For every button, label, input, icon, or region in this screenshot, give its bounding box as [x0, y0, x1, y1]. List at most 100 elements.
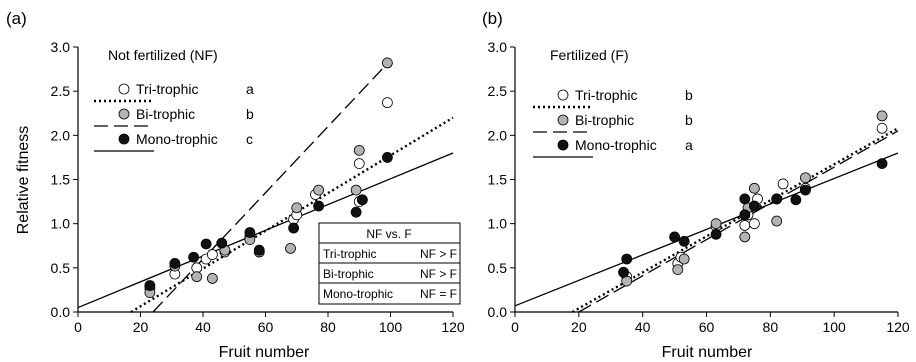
legend-marker: [118, 83, 130, 95]
table-row-value: NF = F: [420, 287, 457, 301]
y-tick-label: 2.5: [51, 83, 71, 99]
table-row-label: Tri-trophic: [323, 247, 377, 261]
data-point: [350, 206, 362, 218]
y-tick-label: 3.0: [51, 39, 71, 55]
data-point: [777, 178, 789, 190]
data-points-a: [144, 57, 393, 298]
data-point: [381, 57, 393, 69]
data-point: [748, 218, 760, 230]
data-point: [678, 253, 690, 265]
legend-letter: b: [685, 87, 693, 103]
fit-line: [152, 59, 391, 313]
legend-b: Tri-trophic b Bi-trophic b Mono-trophic a: [533, 87, 693, 158]
y-tick-label: 3.0: [488, 39, 508, 55]
x-tick-label: 0: [511, 319, 519, 335]
legend-marker: [557, 89, 569, 101]
data-point: [188, 251, 200, 263]
x-tick-label: 60: [258, 319, 274, 335]
table-row-label: Bi-trophic: [323, 267, 374, 281]
x-tick-label: 80: [320, 319, 336, 335]
data-point: [285, 242, 296, 254]
y-tick-label: 0.0: [51, 304, 71, 320]
data-point: [253, 244, 265, 256]
legend-label: Mono-trophic: [575, 137, 657, 153]
data-point: [739, 231, 751, 243]
data-point: [672, 264, 684, 276]
data-point: [669, 231, 680, 243]
x-tick-label: 120: [441, 319, 465, 335]
x-tick-label: 20: [571, 319, 587, 335]
data-point: [876, 110, 888, 122]
data-point: [876, 158, 888, 170]
y-tick-label: 1.5: [488, 172, 508, 188]
tick-labels-b: 0 20 40 60 80 100 120 0.0 0.5 1.0 1.5 2.0 2.5 3.0: [488, 39, 910, 335]
x-axis-label-b: Fruit number: [662, 344, 753, 361]
data-point: [200, 238, 212, 250]
data-point: [356, 194, 368, 206]
data-point: [876, 122, 888, 134]
data-point: [739, 209, 751, 221]
data-point: [621, 253, 633, 265]
table-row-value: NF > F: [420, 267, 457, 281]
x-tick-label: 40: [635, 319, 651, 335]
data-point: [216, 237, 228, 249]
data-point: [244, 227, 256, 238]
chart-title-a: Not fertilized (NF): [108, 47, 218, 63]
legend-label: Bi-trophic: [575, 112, 634, 128]
x-tick-label: 40: [195, 319, 211, 335]
data-point: [313, 184, 325, 196]
table-row-value: NF > F: [420, 247, 457, 261]
x-tick-label: 80: [763, 319, 779, 335]
y-tick-label: 0.0: [488, 304, 508, 320]
x-tick-label: 60: [699, 319, 715, 335]
axes-a: [77, 47, 453, 313]
data-point: [206, 273, 218, 284]
data-point: [191, 271, 203, 283]
fit-line: [77, 152, 454, 309]
data-point: [313, 200, 325, 212]
y-tick-label: 2.5: [488, 83, 508, 99]
x-tick-label: 20: [133, 319, 149, 335]
data-point: [381, 152, 393, 163]
legend-a: Tri-trophic a Bi-trophic b Mono-trophic c: [94, 81, 254, 152]
legend-letter: b: [685, 112, 693, 128]
table-row-label: Mono-trophic: [323, 287, 393, 301]
data-point: [291, 202, 303, 214]
y-tick-label: 1.0: [488, 216, 508, 232]
fit-lines-b: [514, 127, 899, 314]
legend-letter: b: [246, 106, 254, 122]
y-axis-label: Relative fitness: [15, 126, 32, 235]
data-point: [771, 193, 783, 205]
data-point: [748, 200, 760, 212]
legend-label: Mono-trophic: [136, 131, 218, 147]
data-point: [288, 222, 300, 234]
comparison-table: NF vs. F Tri-trophic NF > F Bi-trophic N…: [318, 222, 461, 305]
panel-b: (b) Fruit number Fertilized (F) 0 20 40 60 8…: [482, 9, 910, 361]
data-point: [618, 266, 629, 278]
legend-letter: c: [246, 131, 253, 147]
y-tick-label: 2.0: [488, 127, 508, 143]
x-tick-label: 120: [886, 319, 910, 335]
data-point: [739, 220, 751, 231]
x-axis-label-a: Fruit number: [219, 344, 310, 361]
data-point: [800, 184, 811, 196]
data-point: [353, 144, 365, 156]
data-points-b: [618, 110, 888, 287]
legend-marker: [118, 133, 130, 145]
data-point: [678, 235, 690, 247]
y-tick-label: 1.0: [51, 216, 71, 232]
y-tick-label: 1.5: [51, 172, 71, 188]
legend-letter: a: [685, 137, 693, 153]
legend-marker: [557, 114, 569, 126]
data-point: [771, 215, 783, 227]
data-point: [144, 280, 156, 291]
legend-label: Bi-trophic: [136, 106, 195, 122]
legend-letter: a: [246, 81, 254, 97]
data-point: [381, 97, 393, 109]
fit-line: [514, 152, 899, 307]
fit-line: [571, 127, 899, 314]
panel-a: (a) Relative fitness Fruit number Not fe…: [6, 9, 465, 361]
y-tick-label: 0.5: [488, 260, 508, 276]
data-point: [169, 258, 181, 269]
legend-marker: [118, 108, 130, 120]
